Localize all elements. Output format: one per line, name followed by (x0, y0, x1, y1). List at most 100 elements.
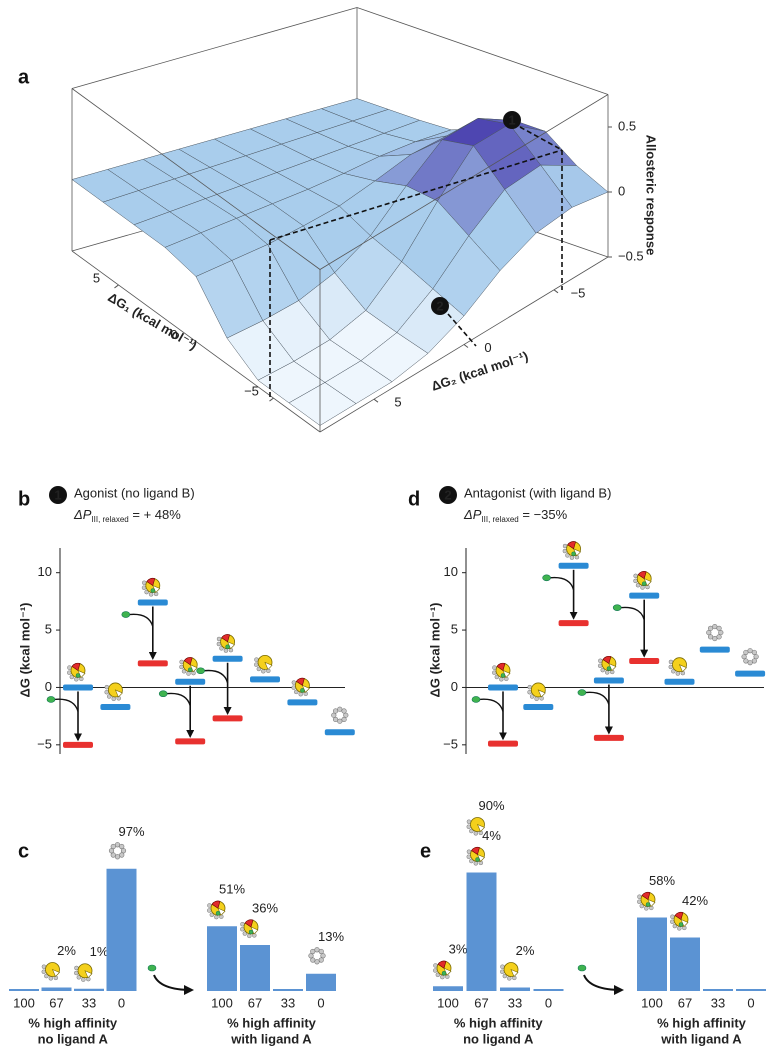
icon-subunit (119, 843, 125, 850)
icon-subunit (310, 948, 316, 955)
icon-subunit (310, 957, 316, 963)
icon-subunit (716, 634, 722, 640)
icon-subunit (148, 592, 154, 597)
x-axis-label: % high affinity (28, 1015, 118, 1030)
level (699, 646, 730, 653)
x-tick-label: 67 (474, 995, 488, 1010)
icon (633, 571, 652, 590)
bar (207, 926, 237, 990)
icon (141, 577, 161, 597)
icon-subunit (314, 959, 320, 965)
ligand-path (128, 613, 154, 627)
y-tick-label: −5 (443, 736, 458, 751)
icon-subunit (712, 623, 718, 630)
x-tick-label: 67 (248, 995, 262, 1010)
ligand-arrow (153, 974, 194, 995)
icon-subunit (144, 589, 149, 595)
badge (49, 486, 67, 504)
panel-label: c (18, 840, 29, 862)
icon-ligand (300, 688, 305, 693)
icon-subunit (110, 852, 116, 858)
icon-subunit (529, 694, 535, 699)
level (488, 684, 518, 691)
icon (527, 682, 546, 702)
icon-notch (84, 970, 93, 979)
subtitle-symbol: ΔP (463, 507, 482, 522)
icon (492, 662, 511, 682)
panel-label: b (18, 488, 30, 510)
icon-subunit (502, 973, 508, 979)
icon-notch (510, 968, 519, 978)
ligand-path (549, 576, 575, 591)
value-label: 2% (516, 943, 535, 958)
icon-notch (264, 661, 273, 670)
icon (74, 963, 93, 982)
icon-notch (476, 823, 486, 833)
ligand-arrow (583, 974, 624, 995)
bar (466, 872, 497, 878)
icon (179, 657, 198, 676)
z-axis-label: Allosteric response (644, 135, 659, 256)
marker-badge (503, 111, 521, 129)
icon-subunit (751, 658, 757, 664)
y-tick-label: 0 (484, 340, 491, 355)
panel-label: e (420, 840, 431, 862)
x-tick-label: 0 (170, 327, 177, 342)
icon (466, 817, 486, 836)
icon-subunit (640, 585, 645, 590)
box-edge (356, 7, 609, 95)
icon-subunit (499, 677, 504, 682)
icon-subunit (604, 670, 610, 675)
subtitle-subscript: III, relaxed (481, 515, 518, 524)
icon-subunit (743, 658, 749, 664)
icon-subunit (261, 669, 266, 674)
icon-subunit (111, 696, 116, 702)
icon (668, 657, 688, 676)
x-tick-label: 67 (678, 995, 692, 1010)
icon-subunit (751, 649, 757, 656)
ligand (121, 611, 131, 618)
guide-line (269, 149, 563, 241)
ligand-path (584, 691, 610, 705)
x-axis-label: % high affinity (454, 1015, 544, 1030)
x-tick-label: 33 (711, 995, 725, 1010)
x-tick-label: 100 (437, 995, 459, 1010)
bound-level (558, 620, 589, 627)
icon (67, 662, 86, 682)
icon-notch (51, 968, 61, 978)
icon-subunit (242, 931, 248, 936)
guide-line (447, 313, 477, 347)
panel-label: d (408, 488, 420, 510)
icon-red (602, 655, 612, 665)
icon-subunit (507, 976, 512, 981)
x-tick-label: 0 (747, 995, 754, 1010)
icon-subunit (314, 947, 320, 953)
level (735, 670, 766, 677)
value-label: 13% (318, 929, 344, 944)
icon-subunit (473, 831, 479, 836)
icon (433, 960, 452, 980)
y-tick-label: 0 (451, 679, 458, 694)
level (287, 699, 318, 706)
icon-red (146, 577, 156, 587)
icon-subunit (635, 582, 641, 588)
icon-subunit (44, 973, 49, 979)
icon-ligand (500, 673, 506, 678)
icon-subunit (341, 708, 347, 714)
icon-ligand (225, 644, 230, 650)
x-tick-label: 33 (281, 995, 295, 1010)
x-tick (191, 341, 197, 345)
value-label: 90% (478, 798, 504, 813)
icon-subunit (247, 933, 252, 939)
bar (41, 987, 72, 990)
icon-red (641, 891, 651, 900)
icon (706, 623, 724, 642)
icon-notch (678, 664, 688, 673)
icon-subunit (494, 674, 500, 680)
value-label: 36% (252, 900, 278, 915)
bound-level (63, 741, 93, 748)
icon-ligand (606, 666, 612, 671)
icon (466, 846, 486, 866)
panel-subtitle: ΔPIII, relaxed = + 48% (73, 507, 181, 524)
icon-red (295, 677, 305, 686)
